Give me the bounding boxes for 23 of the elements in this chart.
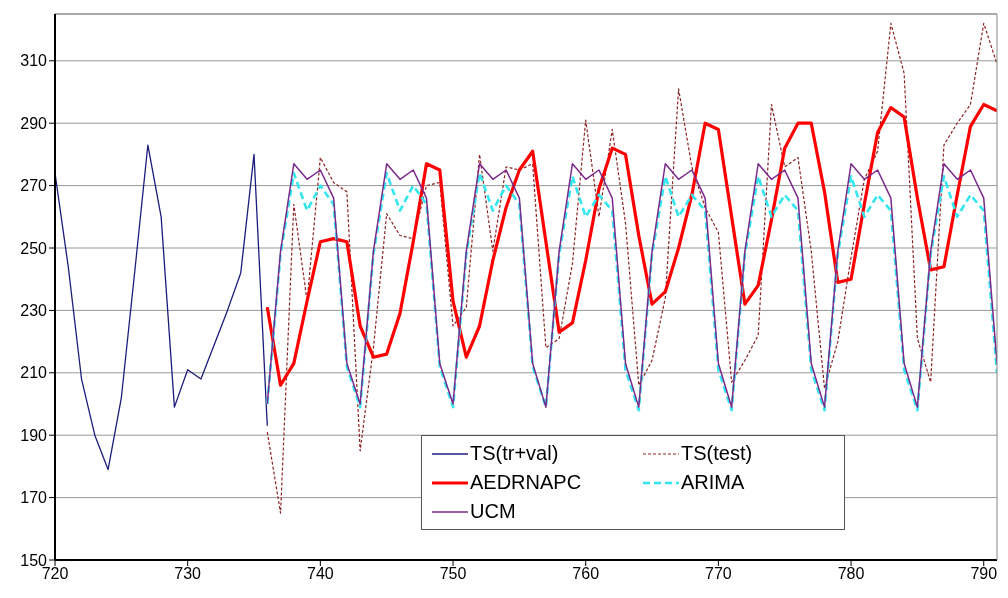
legend-label: ARIMA	[681, 471, 745, 494]
y-tick-label: 230	[20, 302, 48, 320]
y-tick-label: 210	[20, 364, 48, 382]
x-tick-label: 740	[307, 565, 334, 583]
x-tick-label: 770	[705, 565, 732, 583]
y-tick-label: 310	[20, 52, 48, 70]
legend-label: TS(test)	[681, 442, 753, 465]
x-tick-label: 790	[970, 565, 998, 583]
y-tick-label: 250	[20, 239, 48, 257]
y-tick-label: 190	[20, 426, 48, 444]
line-series	[55, 144, 268, 471]
x-tick-label: 750	[439, 565, 467, 583]
x-tick-label: 720	[41, 565, 69, 583]
legend-label: UCM	[470, 500, 516, 523]
x-tick-label: 780	[837, 565, 865, 583]
y-tick-label: 290	[20, 114, 48, 132]
legend-label: TS(tr+val)	[470, 442, 559, 465]
y-tick-label: 270	[20, 177, 48, 195]
x-tick-label: 730	[174, 565, 202, 583]
y-tick-label: 170	[20, 489, 48, 507]
line-series	[265, 102, 997, 387]
x-tick-label: 760	[572, 565, 600, 583]
legend-label: AEDRNAPC	[470, 471, 582, 494]
